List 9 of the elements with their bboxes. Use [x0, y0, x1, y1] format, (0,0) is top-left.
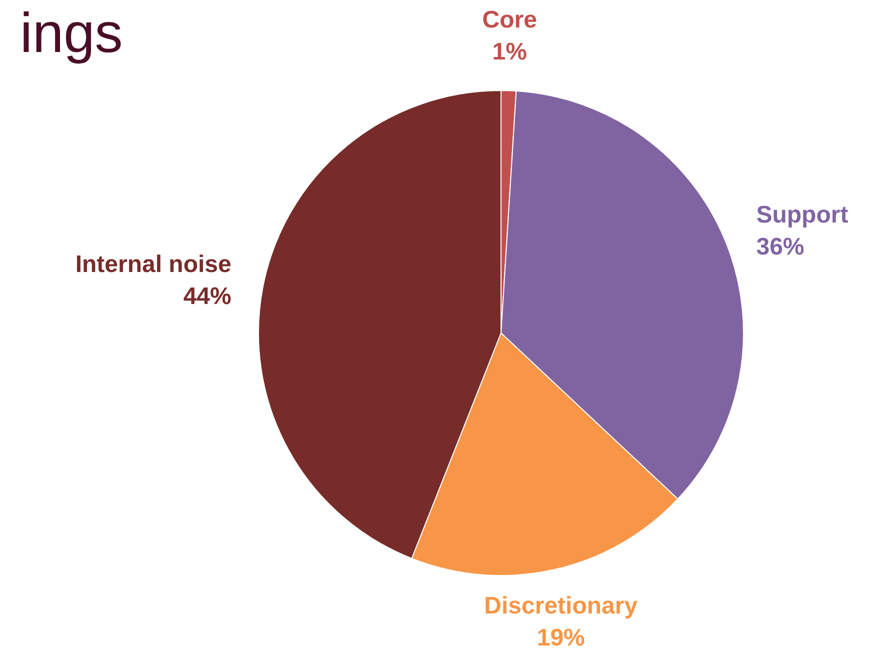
data-label: 1% [492, 38, 527, 66]
chart-title: ings [20, 0, 123, 65]
slice-label: Internal noise [75, 251, 232, 278]
slice-label: Core [482, 6, 537, 34]
data-label: 44% [183, 283, 232, 310]
data-label: 19% [536, 624, 585, 652]
slice-label: Discretionary [484, 592, 638, 620]
slice-label: Support [756, 202, 848, 229]
data-label: 36% [756, 234, 804, 261]
